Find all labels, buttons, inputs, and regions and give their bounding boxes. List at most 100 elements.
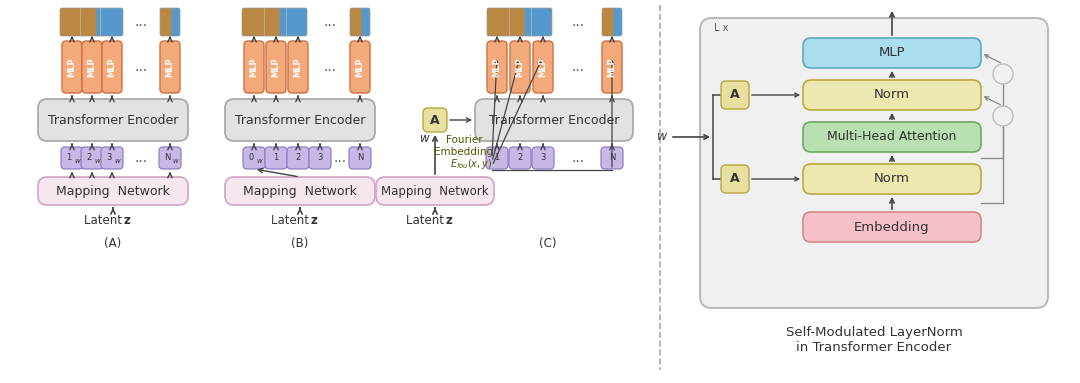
FancyBboxPatch shape xyxy=(102,41,122,93)
FancyBboxPatch shape xyxy=(244,41,264,93)
FancyBboxPatch shape xyxy=(242,8,280,36)
Text: ...: ... xyxy=(323,60,337,74)
Text: 3: 3 xyxy=(540,154,545,162)
FancyBboxPatch shape xyxy=(487,8,552,36)
FancyBboxPatch shape xyxy=(721,165,750,193)
Text: w: w xyxy=(75,158,80,164)
FancyBboxPatch shape xyxy=(349,147,372,169)
Text: N: N xyxy=(164,152,171,162)
FancyBboxPatch shape xyxy=(287,147,309,169)
FancyBboxPatch shape xyxy=(225,177,375,205)
FancyBboxPatch shape xyxy=(423,108,447,132)
Text: A: A xyxy=(730,172,740,185)
FancyBboxPatch shape xyxy=(487,8,525,36)
Text: 3: 3 xyxy=(106,152,111,162)
Text: Transformer Encoder: Transformer Encoder xyxy=(489,113,619,126)
FancyBboxPatch shape xyxy=(510,41,530,93)
FancyBboxPatch shape xyxy=(62,41,82,93)
Text: MLP: MLP xyxy=(294,57,302,77)
Text: 1: 1 xyxy=(66,152,71,162)
FancyBboxPatch shape xyxy=(700,18,1048,308)
Text: A: A xyxy=(730,88,740,101)
Text: Latent: Latent xyxy=(271,214,313,228)
FancyBboxPatch shape xyxy=(602,41,622,93)
FancyBboxPatch shape xyxy=(243,147,265,169)
Text: z: z xyxy=(311,214,318,228)
FancyBboxPatch shape xyxy=(82,41,102,93)
Text: ...: ... xyxy=(323,15,337,29)
Text: $(x, y)$: $(x, y)$ xyxy=(468,157,492,171)
Text: N: N xyxy=(609,154,616,162)
Text: Multi-Head Attention: Multi-Head Attention xyxy=(827,131,957,144)
FancyBboxPatch shape xyxy=(804,164,981,194)
FancyBboxPatch shape xyxy=(602,8,613,36)
Text: Norm: Norm xyxy=(874,172,910,185)
FancyBboxPatch shape xyxy=(721,81,750,109)
Text: L x: L x xyxy=(714,23,728,33)
FancyBboxPatch shape xyxy=(602,8,622,36)
Text: $E_{fou}$: $E_{fou}$ xyxy=(449,157,469,171)
Text: MLP: MLP xyxy=(515,57,525,77)
Text: MLP: MLP xyxy=(355,57,365,77)
FancyBboxPatch shape xyxy=(600,147,623,169)
FancyBboxPatch shape xyxy=(532,147,554,169)
Text: w: w xyxy=(94,158,99,164)
FancyBboxPatch shape xyxy=(350,8,370,36)
Text: MLP: MLP xyxy=(249,57,258,77)
FancyBboxPatch shape xyxy=(804,80,981,110)
Text: N: N xyxy=(356,154,363,162)
Text: (B): (B) xyxy=(292,236,309,249)
Text: Norm: Norm xyxy=(874,88,910,101)
Text: MLP: MLP xyxy=(539,57,548,77)
FancyBboxPatch shape xyxy=(804,212,981,242)
FancyBboxPatch shape xyxy=(60,147,83,169)
Text: MLP: MLP xyxy=(108,57,117,77)
FancyBboxPatch shape xyxy=(475,99,633,141)
Text: w: w xyxy=(256,158,261,164)
FancyBboxPatch shape xyxy=(160,8,172,36)
Text: Mapping  Network: Mapping Network xyxy=(243,185,356,198)
FancyBboxPatch shape xyxy=(309,147,330,169)
FancyBboxPatch shape xyxy=(159,147,181,169)
Text: A: A xyxy=(430,113,440,126)
Text: MLP: MLP xyxy=(87,57,96,77)
Text: w: w xyxy=(114,158,120,164)
Text: 3: 3 xyxy=(318,154,323,162)
Circle shape xyxy=(993,64,1013,84)
Text: 2: 2 xyxy=(295,154,300,162)
Text: Mapping  Network: Mapping Network xyxy=(56,185,170,198)
Text: 0: 0 xyxy=(248,152,254,162)
FancyBboxPatch shape xyxy=(225,99,375,141)
FancyBboxPatch shape xyxy=(242,8,307,36)
FancyBboxPatch shape xyxy=(487,41,507,93)
Text: MLP: MLP xyxy=(879,46,905,59)
Text: w: w xyxy=(657,131,667,144)
FancyBboxPatch shape xyxy=(804,122,981,152)
FancyBboxPatch shape xyxy=(60,8,123,36)
Text: Fourier: Fourier xyxy=(446,135,483,145)
FancyBboxPatch shape xyxy=(81,147,103,169)
Text: 2: 2 xyxy=(517,154,523,162)
Text: ...: ... xyxy=(334,151,347,165)
FancyBboxPatch shape xyxy=(38,177,188,205)
Text: Transformer Encoder: Transformer Encoder xyxy=(48,113,178,126)
Text: ...: ... xyxy=(571,151,584,165)
FancyBboxPatch shape xyxy=(288,41,308,93)
FancyBboxPatch shape xyxy=(486,147,508,169)
Text: Embedding: Embedding xyxy=(434,147,494,157)
Text: Self-Modulated LayerNorm
in Transformer Encoder: Self-Modulated LayerNorm in Transformer … xyxy=(785,326,962,354)
FancyBboxPatch shape xyxy=(509,147,531,169)
Circle shape xyxy=(993,106,1013,126)
FancyBboxPatch shape xyxy=(804,38,981,68)
Text: MLP: MLP xyxy=(492,57,501,77)
FancyBboxPatch shape xyxy=(60,8,96,36)
Text: w: w xyxy=(420,131,430,144)
FancyBboxPatch shape xyxy=(350,41,370,93)
Text: +: + xyxy=(997,108,1010,123)
FancyBboxPatch shape xyxy=(38,99,188,141)
FancyBboxPatch shape xyxy=(534,41,553,93)
Text: ...: ... xyxy=(134,15,148,29)
FancyBboxPatch shape xyxy=(266,41,286,93)
Text: 2: 2 xyxy=(86,152,92,162)
Text: MLP: MLP xyxy=(67,57,77,77)
